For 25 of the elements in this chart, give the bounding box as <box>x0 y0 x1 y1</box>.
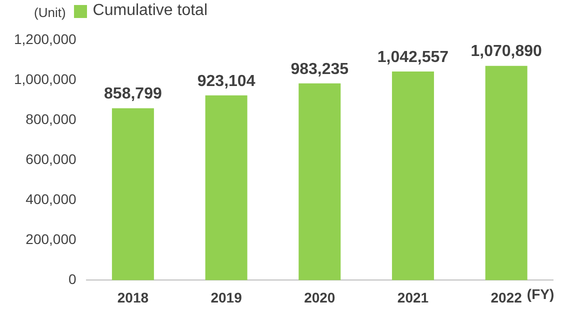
y-tick-label: 600,000 <box>26 150 76 167</box>
data-label: 923,104 <box>197 72 256 90</box>
x-tick-label: 2021 <box>397 289 429 306</box>
x-tick-label: 2020 <box>304 289 336 306</box>
data-label: 983,235 <box>290 60 349 78</box>
y-tick-label: 200,000 <box>26 231 76 248</box>
y-tick-label: 800,000 <box>26 110 76 127</box>
y-tick-label: 0 <box>68 271 76 288</box>
bar <box>392 72 434 280</box>
bar <box>485 66 528 280</box>
bar <box>298 83 341 280</box>
bar <box>112 108 154 280</box>
y-axis-title: (Unit) <box>34 4 66 20</box>
y-tick-label: 1,200,000 <box>14 30 76 47</box>
data-label: 1,070,890 <box>470 43 542 60</box>
y-tick-label: 400,000 <box>26 190 76 207</box>
bar <box>205 95 248 280</box>
data-label: 1,042,557 <box>377 48 449 66</box>
y-tick-label: 1,000,000 <box>14 70 76 87</box>
x-tick-label: 2018 <box>117 289 149 306</box>
x-tick-label: 2022 <box>490 289 522 306</box>
x-tick-label: 2019 <box>210 289 242 306</box>
data-label: 858,799 <box>104 86 162 103</box>
x-axis-title: (FY) <box>526 286 554 302</box>
legend-label: Cumulative total <box>92 2 208 20</box>
